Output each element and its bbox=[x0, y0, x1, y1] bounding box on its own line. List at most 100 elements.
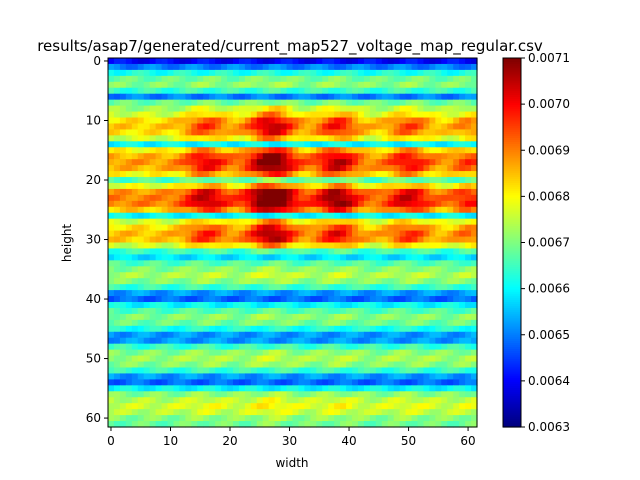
heatmap-cell bbox=[215, 307, 222, 315]
heatmap-cell bbox=[405, 379, 413, 386]
heatmap-cell bbox=[131, 266, 139, 273]
heatmap-cell bbox=[292, 182, 300, 190]
heatmap-cell bbox=[405, 296, 413, 303]
heatmap-cell bbox=[173, 159, 181, 166]
heatmap-cell bbox=[369, 254, 377, 261]
heatmap-cell bbox=[113, 379, 121, 386]
heatmap-cell bbox=[435, 391, 442, 398]
heatmap-cell bbox=[363, 379, 371, 386]
heatmap-cell bbox=[185, 331, 192, 339]
heatmap-cell bbox=[417, 290, 425, 297]
heatmap-cell bbox=[447, 58, 454, 65]
heatmap-cell bbox=[244, 81, 252, 89]
heatmap-cell bbox=[304, 319, 311, 327]
heatmap-cell bbox=[238, 177, 246, 184]
heatmap-cell bbox=[143, 290, 151, 297]
heatmap-cell bbox=[232, 63, 240, 71]
heatmap-cell bbox=[357, 171, 365, 178]
heatmap-cell bbox=[429, 403, 436, 410]
heatmap-cell bbox=[238, 325, 246, 333]
heatmap-cell bbox=[328, 409, 335, 416]
heatmap-cell bbox=[131, 397, 139, 404]
heatmap-cell bbox=[429, 123, 436, 131]
heatmap-cell bbox=[268, 87, 276, 95]
heatmap-cell bbox=[167, 248, 175, 255]
heatmap-cell bbox=[352, 302, 359, 309]
heatmap-cell bbox=[346, 284, 353, 291]
heatmap-cell bbox=[244, 212, 252, 220]
heatmap-cell bbox=[119, 248, 127, 255]
heatmap-cell bbox=[221, 200, 228, 208]
heatmap-cell bbox=[322, 165, 329, 172]
heatmap-cell bbox=[352, 58, 359, 65]
heatmap-cell bbox=[191, 81, 198, 89]
heatmap-cell bbox=[352, 379, 359, 386]
heatmap-cell bbox=[298, 337, 305, 345]
heatmap-cell bbox=[215, 349, 222, 357]
heatmap-cell bbox=[352, 385, 359, 392]
heatmap-cell bbox=[322, 313, 329, 321]
heatmap-cell bbox=[262, 218, 270, 226]
heatmap-cell bbox=[149, 242, 157, 250]
heatmap-cell bbox=[203, 284, 210, 291]
heatmap-cell bbox=[453, 343, 460, 351]
heatmap-cell bbox=[328, 111, 335, 119]
heatmap-cell bbox=[137, 421, 145, 428]
heatmap-cell bbox=[441, 177, 448, 184]
heatmap-cell bbox=[316, 159, 323, 166]
heatmap-cell bbox=[304, 325, 311, 333]
heatmap-cell bbox=[316, 254, 323, 261]
heatmap-cell bbox=[357, 302, 365, 309]
heatmap-cell bbox=[292, 171, 300, 178]
heatmap-cell bbox=[399, 337, 407, 345]
heatmap-cell bbox=[471, 177, 478, 184]
heatmap-cell bbox=[137, 337, 145, 345]
heatmap-cell bbox=[441, 117, 448, 125]
heatmap-cell bbox=[209, 75, 216, 83]
heatmap-cell bbox=[435, 58, 442, 65]
heatmap-cell bbox=[435, 409, 442, 416]
heatmap-cell bbox=[131, 87, 139, 95]
heatmap-cell bbox=[238, 218, 246, 226]
heatmap-cell bbox=[357, 147, 365, 154]
heatmap-cell bbox=[423, 147, 430, 154]
heatmap-cell bbox=[227, 188, 234, 196]
heatmap-cell bbox=[215, 421, 222, 428]
heatmap-cell bbox=[328, 361, 335, 369]
heatmap-cell bbox=[191, 165, 198, 172]
heatmap-cell bbox=[179, 69, 186, 77]
heatmap-cell bbox=[292, 147, 300, 154]
heatmap-cell bbox=[453, 188, 460, 196]
heatmap-cell bbox=[381, 99, 389, 107]
heatmap-cell bbox=[357, 290, 365, 297]
heatmap-cell bbox=[465, 296, 472, 303]
heatmap-cell bbox=[119, 415, 127, 422]
colorbar-segment bbox=[503, 82, 521, 86]
heatmap-cell bbox=[155, 248, 163, 255]
heatmap-cell bbox=[238, 111, 246, 119]
heatmap-cell bbox=[185, 313, 192, 321]
heatmap-cell bbox=[137, 177, 145, 184]
heatmap-cell bbox=[447, 165, 454, 172]
heatmap-cell bbox=[227, 135, 234, 142]
heatmap-cell bbox=[173, 87, 181, 95]
heatmap-cell bbox=[232, 165, 240, 172]
heatmap-cell bbox=[131, 307, 139, 315]
heatmap-cell bbox=[149, 290, 157, 297]
heatmap-cell bbox=[137, 165, 145, 172]
heatmap-cell bbox=[322, 81, 329, 89]
heatmap-cell bbox=[274, 111, 282, 119]
heatmap-cell bbox=[197, 58, 204, 65]
heatmap-cell bbox=[227, 355, 234, 363]
heatmap-cell bbox=[441, 361, 448, 369]
heatmap-cell bbox=[286, 93, 294, 101]
heatmap-cell bbox=[197, 361, 204, 369]
heatmap-cell bbox=[268, 224, 276, 232]
heatmap-cell bbox=[209, 63, 216, 71]
heatmap-cell bbox=[429, 278, 436, 285]
heatmap-cell bbox=[352, 349, 359, 357]
heatmap-cell bbox=[280, 355, 288, 363]
heatmap-cell bbox=[167, 159, 175, 166]
colorbar-segment bbox=[503, 394, 521, 397]
heatmap-cell bbox=[286, 129, 294, 136]
